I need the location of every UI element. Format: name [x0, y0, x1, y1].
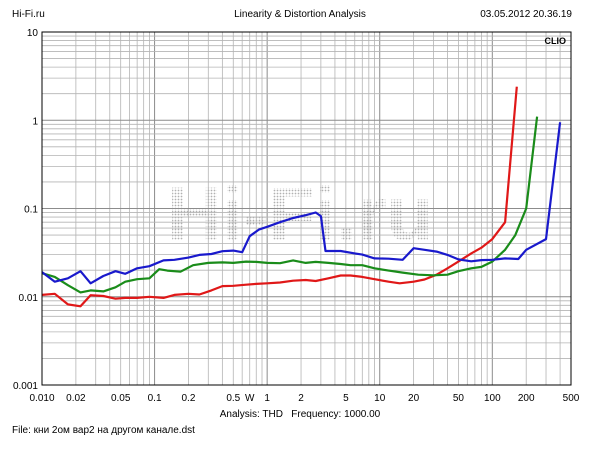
- x-tick-label: 20: [408, 393, 420, 404]
- file-name: File: кни 2ом вар2 на другом канале.dst: [12, 425, 195, 436]
- x-tick-label: 0.05: [111, 393, 131, 404]
- site-name: Hi-Fi.ru: [12, 9, 45, 20]
- x-tick-label: 5: [343, 393, 349, 404]
- y-tick-label: 1: [32, 116, 38, 127]
- x-tick-label: 1: [264, 393, 270, 404]
- x-tick-label: 0.010: [29, 393, 54, 404]
- x-tick-label: 0.02: [66, 393, 86, 404]
- series-line-1: [41, 86, 518, 308]
- analysis-value: THD: [262, 409, 283, 420]
- series-layer: [41, 86, 562, 308]
- series-line-2: [41, 116, 539, 294]
- chart-title: Linearity & Distortion Analysis: [234, 9, 366, 20]
- watermark: Hi-Fi.ru: [167, 172, 433, 257]
- tick-labels: 0.010 0.02 0.05 0.1 0.2 0.5 W 1 2 5 10 20 50 100 200 50…: [13, 28, 580, 404]
- x-tick-label: 100: [484, 393, 501, 404]
- x-tick-label: 2: [298, 393, 304, 404]
- frequency-value: 1000.00: [344, 409, 381, 420]
- clio-logo: CLIO: [545, 36, 567, 46]
- y-tick-label: 0.1: [24, 205, 38, 216]
- x-tick-label: 0.1: [148, 393, 162, 404]
- x-tick-label: 0.2: [182, 393, 196, 404]
- analysis-prefix: Analysis:: [219, 409, 260, 420]
- x-tick-label: 200: [518, 393, 535, 404]
- analysis-line: Analysis: THD Frequency: 1000.00: [0, 409, 600, 420]
- x-tick-label: W: [245, 393, 255, 404]
- x-tick-label: 10: [374, 393, 386, 404]
- x-tick-label: 500: [563, 393, 580, 404]
- x-tick-label: 50: [453, 393, 465, 404]
- y-tick-label: 10: [27, 28, 39, 39]
- y-tick-label: 0.01: [19, 293, 39, 304]
- grid: [41, 31, 572, 386]
- timestamp: 03.05.2012 20.36.19: [480, 9, 572, 20]
- series-line-3: [41, 122, 562, 285]
- frequency-prefix: Frequency:: [291, 409, 342, 420]
- y-tick-label: 0.001: [13, 381, 38, 392]
- plot-frame: [41, 31, 572, 386]
- x-tick-label: 0.5: [226, 393, 240, 404]
